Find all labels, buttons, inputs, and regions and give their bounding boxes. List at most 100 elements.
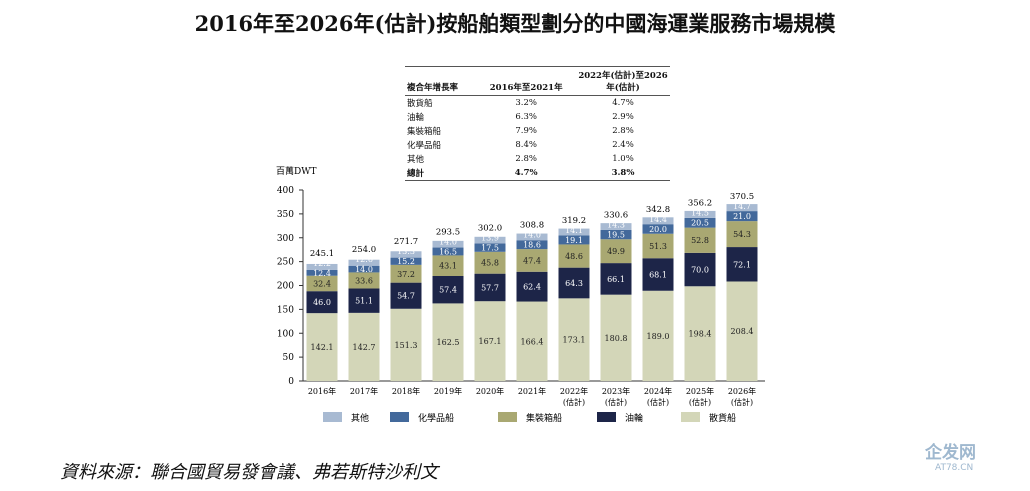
data-label: 72.1 xyxy=(733,260,751,269)
bar-segment xyxy=(558,244,590,268)
x-tick-label: 2021年 xyxy=(518,386,546,396)
data-label: 18.6 xyxy=(523,241,541,250)
stacked-bar-chart: 百萬DWT 0 50 100 150 200 250 300 350 400 142.1 46.0 32… xyxy=(276,165,765,424)
y-tick-label: 200 xyxy=(277,282,294,292)
data-label: 19.1 xyxy=(565,236,583,245)
cagr-header: 2022年(估計)至2026年(估計) xyxy=(576,66,670,96)
bar-segment xyxy=(726,204,758,212)
bar-segment xyxy=(684,217,716,228)
x-tick-label: 2025年 xyxy=(686,386,714,396)
data-label: 166.4 xyxy=(521,337,544,346)
bar-segment xyxy=(516,249,548,272)
cagr-header: 複合年增長率 xyxy=(405,66,477,96)
data-label: 14.0 xyxy=(439,237,457,246)
data-label: 14.1 xyxy=(565,226,583,235)
data-label: 15.2 xyxy=(397,257,415,266)
data-label: 57.4 xyxy=(439,286,457,295)
data-label: 52.8 xyxy=(691,236,709,245)
data-label: 14.0 xyxy=(523,231,541,240)
bar-segment xyxy=(390,251,422,258)
y-tick-label: 300 xyxy=(277,234,294,244)
x-tick-label-sub: (估計) xyxy=(605,397,627,407)
y-tick-label: 400 xyxy=(277,186,294,196)
cagr-row: 散貨船 3.2% 4.7% xyxy=(405,96,670,111)
data-label: 47.4 xyxy=(523,256,541,265)
cagr-type: 其他 xyxy=(407,155,425,165)
bar-segment xyxy=(306,291,338,314)
bar-segment xyxy=(684,227,716,253)
y-tick-label: 350 xyxy=(277,210,294,220)
x-tick-label-sub: (估計) xyxy=(689,397,711,407)
x-tick-label: 2023年 xyxy=(602,386,630,396)
bar-segment xyxy=(432,255,464,276)
bar-segment xyxy=(516,240,548,250)
bar-segment xyxy=(642,224,674,234)
bar-segment xyxy=(474,251,506,274)
total-label: 308.8 xyxy=(520,221,544,231)
bar-segment xyxy=(642,217,674,225)
bar-segment xyxy=(432,247,464,256)
bar-segment xyxy=(726,281,758,381)
data-label: 167.1 xyxy=(479,337,502,346)
bar-segment xyxy=(306,275,338,292)
data-label: 54.3 xyxy=(733,230,751,239)
data-label: 17.5 xyxy=(481,244,499,253)
data-label: 46.0 xyxy=(313,298,331,307)
bar-segment xyxy=(684,252,716,287)
bar-segment xyxy=(516,233,548,241)
data-label: 162.5 xyxy=(437,338,460,347)
bar-segment xyxy=(348,259,380,266)
data-label: 189.0 xyxy=(647,332,670,341)
data-label: 70.0 xyxy=(691,266,709,275)
cagr-header-row: 複合年增長率 2016年至2021年 2022年(估計)至2026年(估計) xyxy=(405,66,670,96)
x-tick-label: 2026年 xyxy=(728,386,756,396)
legend-swatch xyxy=(498,412,517,422)
cagr-value: 3.8% xyxy=(611,168,635,178)
bar-segment xyxy=(726,221,758,248)
cagr-type: 油輪 xyxy=(407,113,425,123)
y-tick-label: 0 xyxy=(288,377,294,387)
data-label: 12.6 xyxy=(355,255,373,264)
bar-segment xyxy=(474,243,506,252)
data-label: 12.4 xyxy=(313,269,331,278)
x-tick-label: 2024年 xyxy=(644,386,672,396)
data-label: 142.7 xyxy=(353,343,376,352)
bar-segment xyxy=(684,210,716,218)
bar-segment xyxy=(642,233,674,259)
cagr-type: 總計 xyxy=(407,169,425,179)
cagr-value: 2.8% xyxy=(612,126,634,136)
legend-swatch xyxy=(597,412,616,422)
data-label: 33.6 xyxy=(355,276,373,285)
cagr-value: 1.0% xyxy=(612,154,634,164)
bar-segment xyxy=(600,223,632,230)
legend-swatch xyxy=(390,412,409,422)
x-tick-label-sub: (估計) xyxy=(647,397,669,407)
data-label: 51.3 xyxy=(649,242,667,251)
data-label: 19.5 xyxy=(607,231,625,240)
total-label: 342.8 xyxy=(646,205,670,215)
data-label: 43.1 xyxy=(439,262,457,271)
total-label: 293.5 xyxy=(436,227,460,237)
cagr-row: 化學品船 8.4% 2.4% xyxy=(405,138,670,152)
data-label: 14.7 xyxy=(733,202,751,211)
cagr-value: 7.9% xyxy=(515,126,537,136)
bar-segment xyxy=(726,211,758,222)
data-label: 66.1 xyxy=(607,275,625,284)
bar-segment xyxy=(684,286,716,381)
bar-segment xyxy=(432,275,464,304)
bar-segment xyxy=(558,298,590,381)
cagr-row: 集裝箱船 7.9% 2.8% xyxy=(405,124,670,138)
data-label: 51.1 xyxy=(355,297,373,306)
x-tick-label: 2018年 xyxy=(392,386,420,396)
data-label: 13.3 xyxy=(397,247,415,256)
data-label: 57.7 xyxy=(481,283,499,292)
bar-segment xyxy=(348,272,380,289)
data-label: 20.0 xyxy=(649,225,667,234)
watermark: 企发网 AT78.CN xyxy=(925,438,976,473)
bar-segment xyxy=(390,282,422,309)
y-axis-title: 百萬DWT xyxy=(276,165,316,177)
data-label: 16.5 xyxy=(439,247,457,256)
bar-segment xyxy=(306,313,338,381)
bar-segment xyxy=(348,265,380,273)
page-title: 2016年至2026年(估計)按船舶類型劃分的中國海運業服務市場規模 xyxy=(194,11,836,36)
